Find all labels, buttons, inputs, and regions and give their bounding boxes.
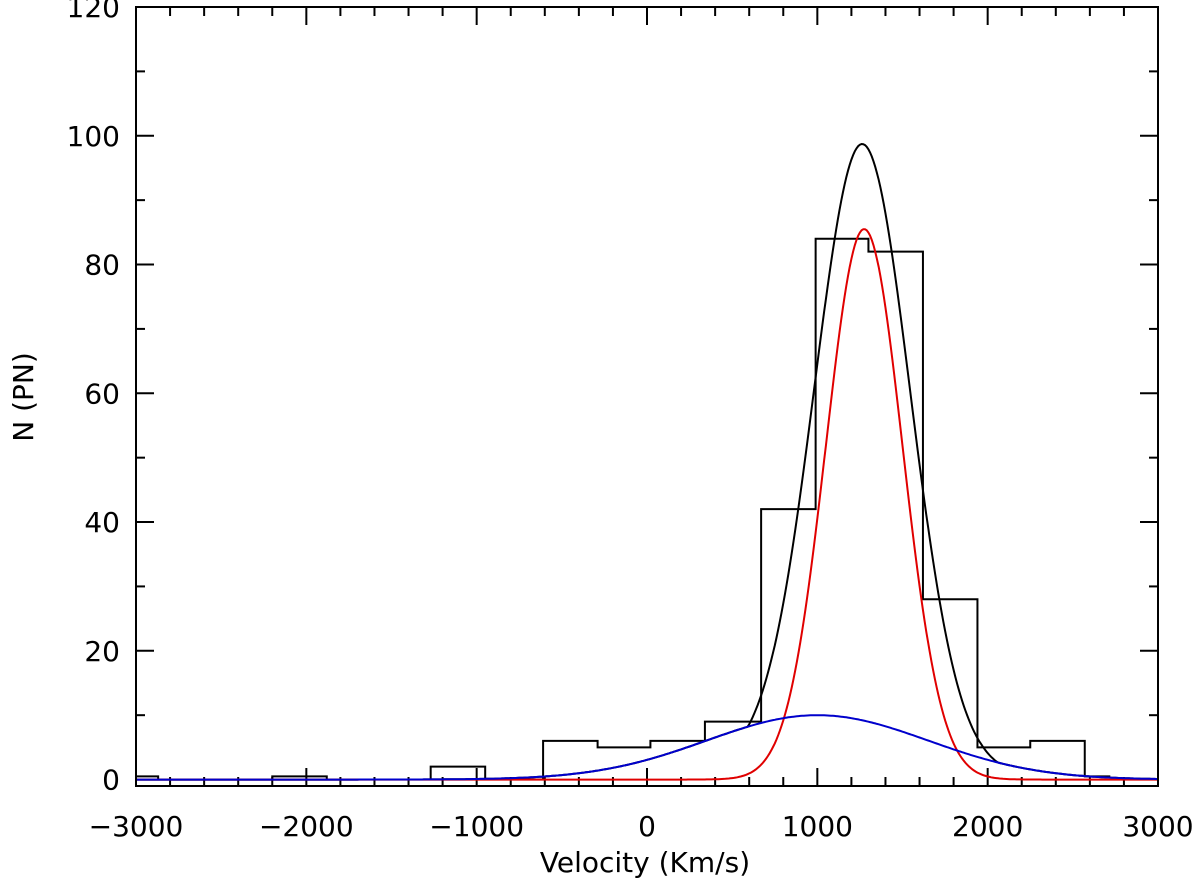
x-tick-label: 0 bbox=[638, 810, 656, 843]
x-tick-label: −3000 bbox=[89, 810, 184, 843]
minor-ticks bbox=[136, 7, 1158, 786]
y-axis-label: N (PN) bbox=[7, 352, 40, 442]
fit-curves bbox=[136, 142, 1158, 781]
plot-frame bbox=[135, 6, 1159, 787]
x-tick-label: 3000 bbox=[1122, 810, 1193, 843]
x-tick-label: 2000 bbox=[952, 810, 1023, 843]
x-tick-labels: −3000 −2000 −1000 0 1000 2000 3000 bbox=[89, 810, 1194, 843]
x-tick-label: −1000 bbox=[429, 810, 524, 843]
y-tick-labels: 0 20 40 60 80 100 120 bbox=[67, 0, 120, 797]
x-tick-label: 1000 bbox=[782, 810, 853, 843]
broad-gaussian-curve bbox=[136, 714, 1158, 781]
histogram bbox=[136, 237, 1111, 781]
major-ticks bbox=[135, 6, 1159, 786]
y-tick-label: 60 bbox=[84, 377, 120, 410]
y-tick-label: 80 bbox=[84, 249, 120, 282]
y-tick-label: 100 bbox=[67, 120, 120, 153]
y-tick-label: 120 bbox=[67, 0, 120, 24]
x-tick-label: −2000 bbox=[259, 810, 354, 843]
y-tick-label: 0 bbox=[102, 764, 120, 797]
x-axis-label: Velocity (Km/s) bbox=[540, 846, 750, 879]
narrow-gaussian-curve bbox=[136, 228, 1158, 781]
total-fit-curve bbox=[136, 142, 1158, 781]
y-tick-label: 40 bbox=[84, 506, 120, 539]
y-tick-label: 20 bbox=[84, 635, 120, 668]
